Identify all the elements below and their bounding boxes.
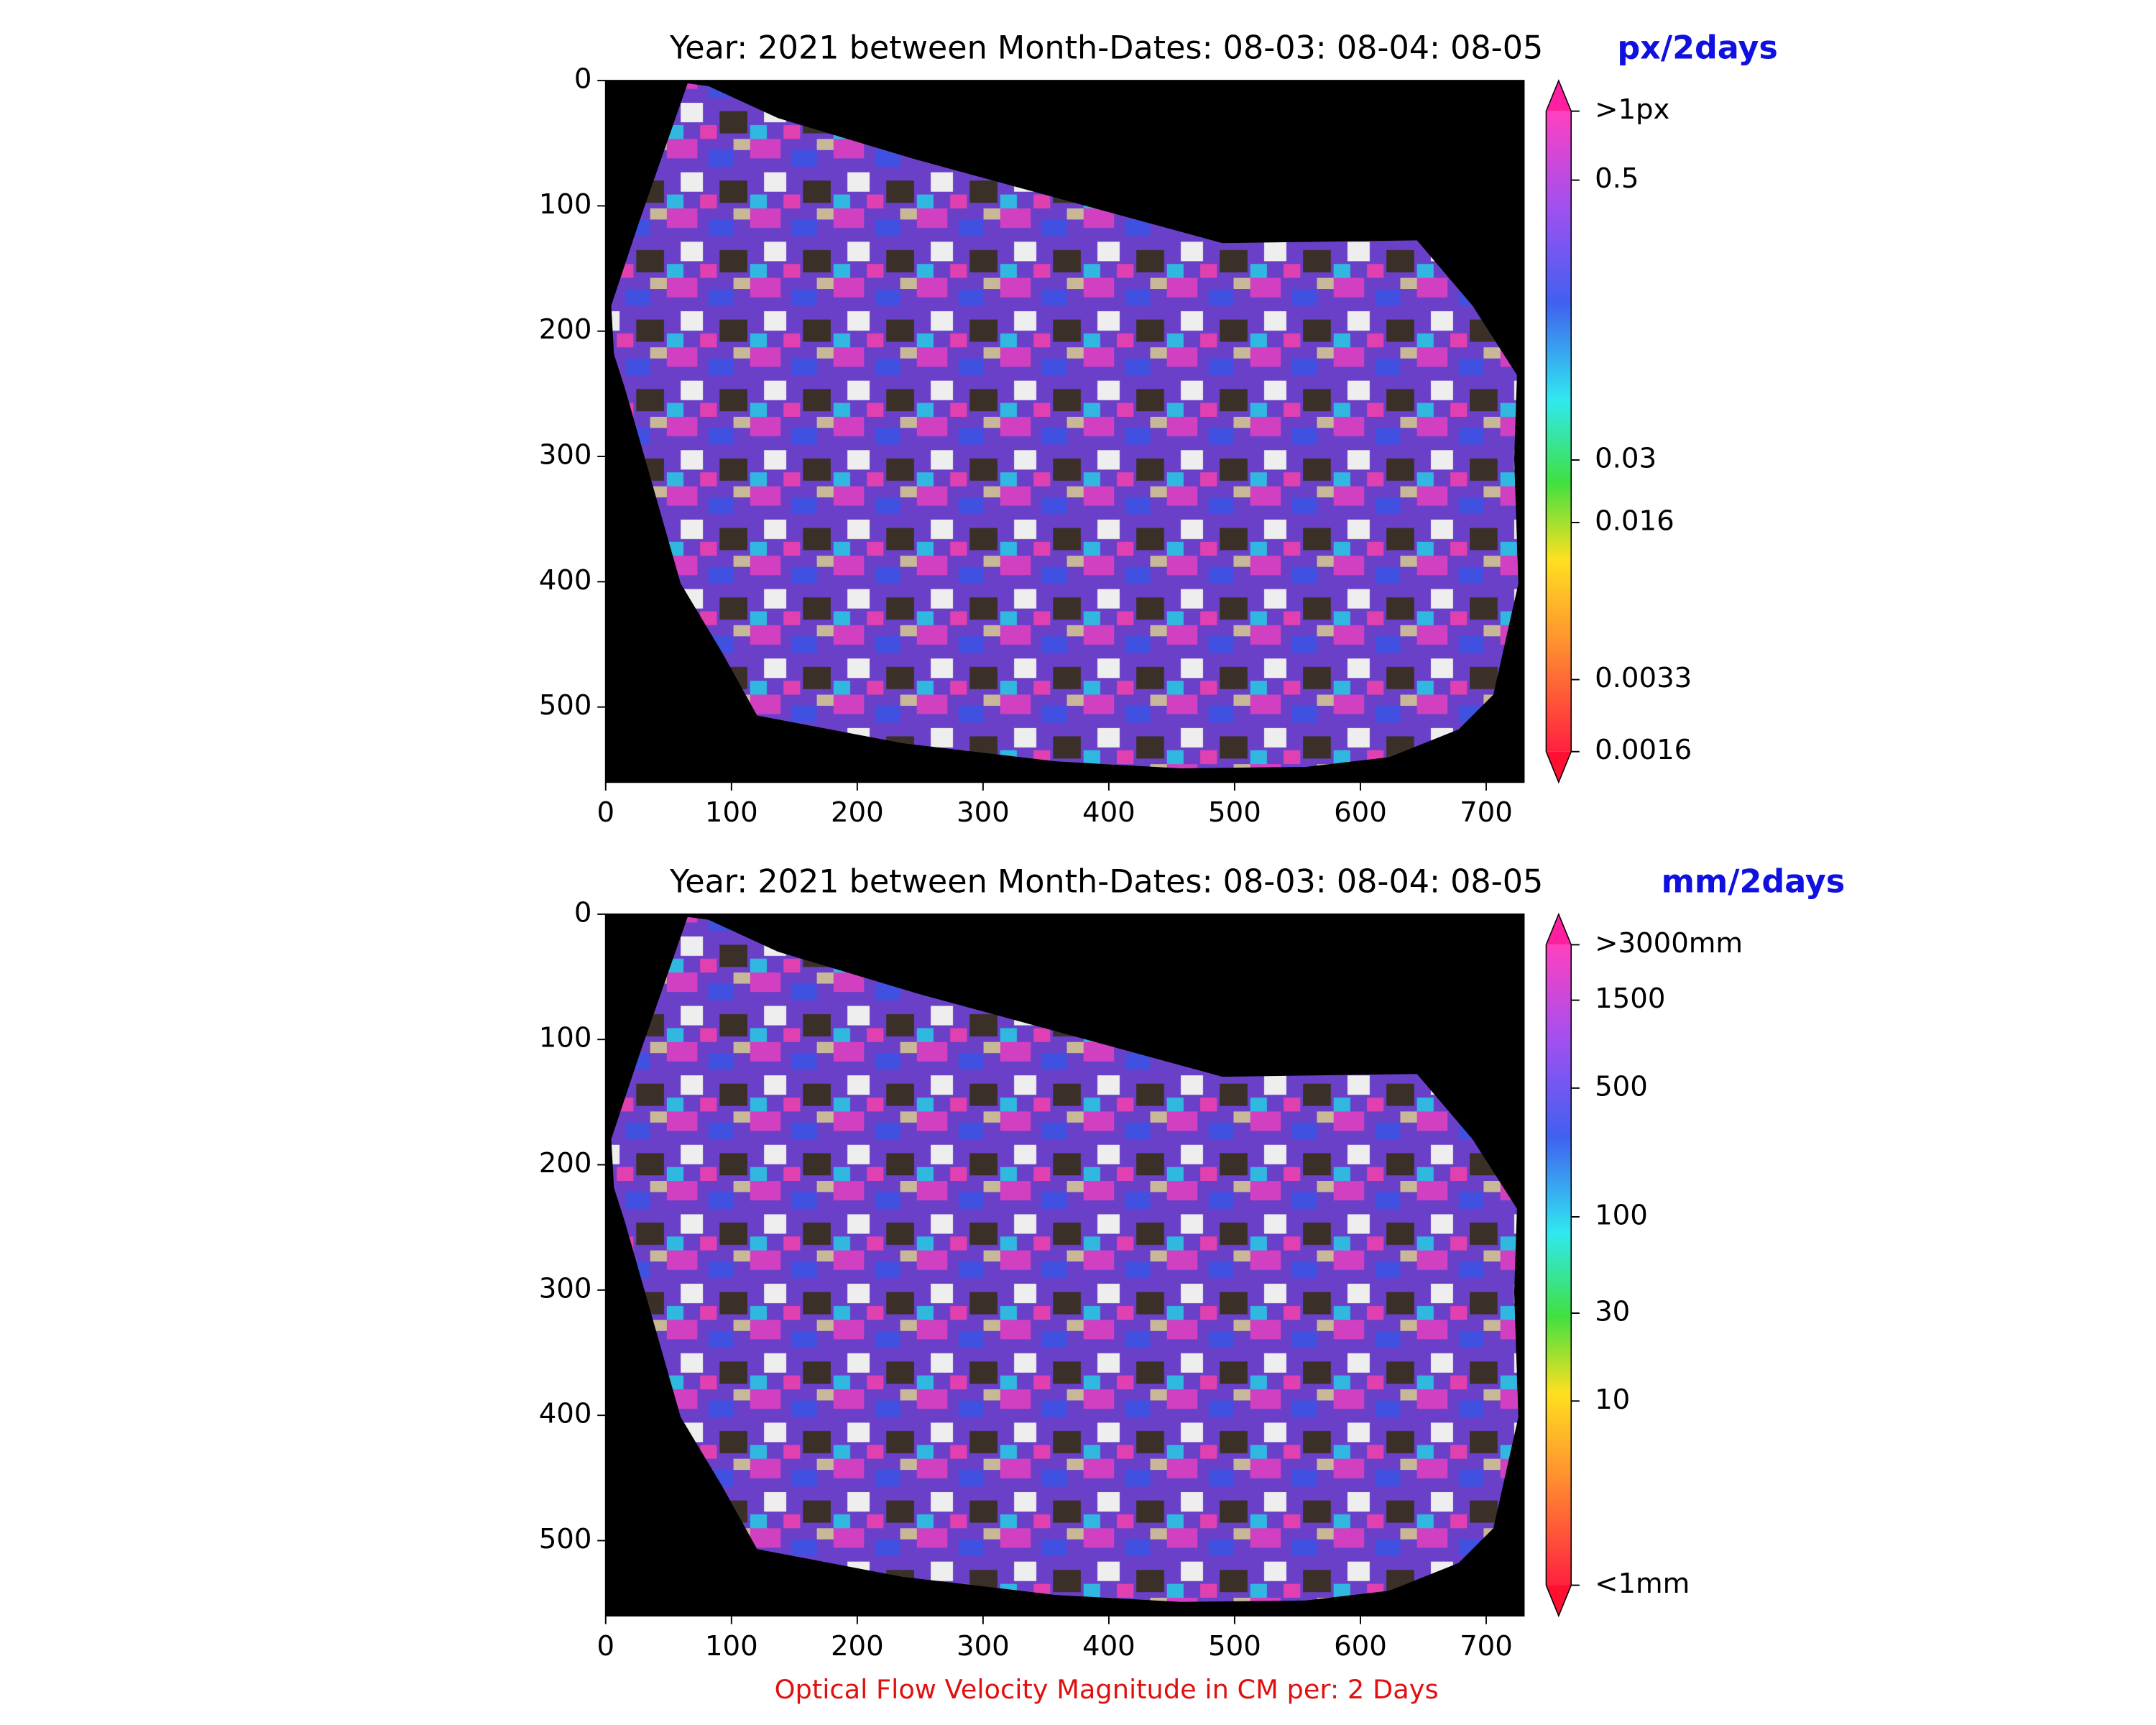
y-tick-label: 200 — [539, 313, 592, 346]
y-tick-label: 100 — [539, 188, 592, 221]
x-tick-label: 0 — [596, 1630, 614, 1662]
colorbar-tick-label: <1mm — [1595, 1568, 1690, 1600]
y-tick-label: 400 — [539, 564, 592, 597]
colorbar-label: px/2days — [1617, 30, 1777, 67]
x-tick-label: 100 — [705, 1630, 758, 1662]
chart-title: Year: 2021 between Month-Dates: 08-03: 0… — [669, 30, 1543, 67]
colorbar-tick-label: 10 — [1595, 1384, 1630, 1416]
colorbar-tick-label: 0.0016 — [1595, 734, 1692, 766]
x-tick-label: 700 — [1460, 1630, 1513, 1662]
colorbar-tick-label: 0.5 — [1595, 162, 1639, 195]
colorbar-tick-label: >1px — [1595, 93, 1669, 126]
axes-frame — [604, 913, 1525, 1617]
y-tick-label: 500 — [539, 1523, 592, 1555]
y-tick-label: 300 — [539, 439, 592, 472]
x-tick-label: 400 — [1082, 796, 1135, 829]
x-tick-label: 500 — [1208, 1630, 1261, 1662]
x-tick-label: 700 — [1460, 796, 1513, 829]
y-tick-label: 0 — [574, 896, 592, 929]
image-content — [611, 916, 1519, 1602]
colorbar-tick-label: 500 — [1595, 1070, 1648, 1103]
colorbar-extend-top — [1546, 914, 1572, 945]
colorbar-tick-label: 0.0033 — [1595, 662, 1692, 694]
x-tick-label: 300 — [957, 1630, 1010, 1662]
x-tick-label: 100 — [705, 796, 758, 829]
chart-title: Year: 2021 between Month-Dates: 08-03: 0… — [669, 863, 1543, 900]
x-axis-label: Optical Flow Velocity Magnitude in CM pe… — [775, 1674, 1439, 1705]
x-tick-label: 300 — [957, 796, 1010, 829]
x-tick-label: 400 — [1082, 1630, 1135, 1662]
y-tick-label: 0 — [574, 63, 592, 96]
colorbar — [1546, 944, 1572, 1586]
colorbar-tick-label: 0.03 — [1595, 443, 1657, 475]
y-tick-label: 300 — [539, 1272, 592, 1305]
colorbar-tick-label: 100 — [1595, 1199, 1648, 1231]
y-tick-label: 500 — [539, 689, 592, 722]
image-content — [611, 83, 1519, 768]
colorbar-extend-bottom — [1546, 1585, 1572, 1616]
y-tick-label: 100 — [539, 1022, 592, 1054]
colorbar-tick-label: 1500 — [1595, 983, 1665, 1015]
colorbar-tick-label: >3000mm — [1595, 927, 1743, 960]
x-tick-label: 200 — [831, 1630, 884, 1662]
colorbar-label: mm/2days — [1662, 863, 1846, 900]
x-tick-label: 200 — [831, 796, 884, 829]
colorbar-extend-top — [1546, 80, 1572, 111]
y-tick-label: 200 — [539, 1147, 592, 1179]
x-tick-label: 0 — [596, 796, 614, 829]
colorbar-tick-label: 30 — [1595, 1295, 1630, 1328]
x-tick-label: 600 — [1334, 796, 1387, 829]
x-tick-label: 600 — [1334, 1630, 1387, 1662]
x-tick-label: 500 — [1208, 796, 1261, 829]
axes-frame — [604, 80, 1525, 783]
colorbar-extend-bottom — [1546, 751, 1572, 783]
colorbar-tick-label: 0.016 — [1595, 505, 1674, 538]
y-tick-label: 400 — [539, 1398, 592, 1430]
colorbar — [1546, 111, 1572, 752]
